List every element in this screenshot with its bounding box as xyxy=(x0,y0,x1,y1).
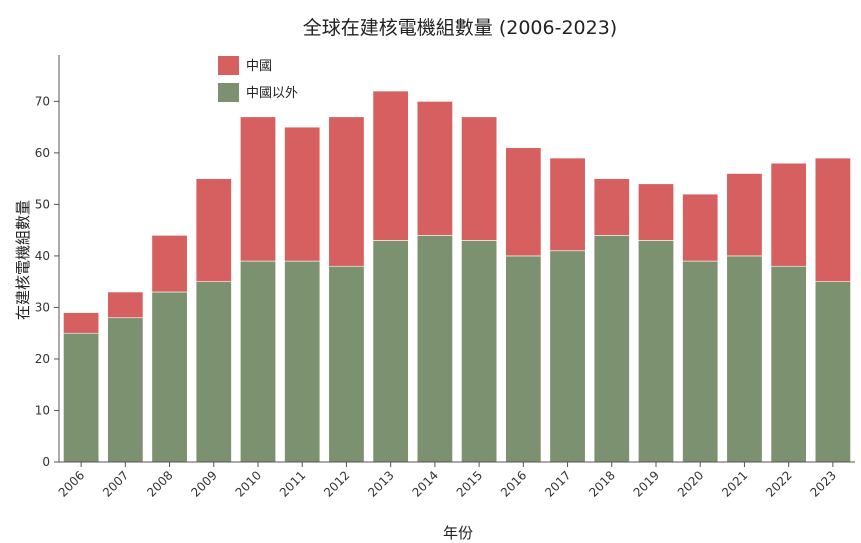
x-tick-label-2007: 2007 xyxy=(100,468,131,499)
bar-outside-china-2021 xyxy=(726,255,763,463)
x-tick-label-2022: 2022 xyxy=(763,468,794,499)
x-tick-label-2015: 2015 xyxy=(454,468,485,499)
bar-china-2019 xyxy=(638,183,674,241)
legend-label-china: 中國 xyxy=(246,59,272,74)
bar-china-2013 xyxy=(372,90,409,241)
bar-outside-china-2016 xyxy=(505,255,542,463)
y-tick-label-50: 50 xyxy=(35,197,50,211)
bar-china-2020 xyxy=(682,193,719,262)
x-tick-label-2020: 2020 xyxy=(675,468,706,499)
bar-outside-china-2017 xyxy=(549,250,586,463)
bar-outside-china-2011 xyxy=(284,260,321,463)
bar-china-2006 xyxy=(63,312,100,334)
bar-outside-china-2019 xyxy=(638,240,674,463)
bar-china-2011 xyxy=(284,126,321,262)
x-tick-label-2017: 2017 xyxy=(542,468,573,499)
x-tick-label-2012: 2012 xyxy=(321,468,352,499)
x-axis-title: 年份 xyxy=(443,524,473,542)
bar-outside-china-2013 xyxy=(372,240,409,463)
bar-china-2008 xyxy=(151,235,188,293)
bar-china-2022 xyxy=(770,162,807,267)
x-tick-label-2013: 2013 xyxy=(365,468,396,499)
bar-china-2021 xyxy=(726,173,763,257)
x-tick-label-2011: 2011 xyxy=(277,468,308,499)
y-tick-label-10: 10 xyxy=(35,403,50,417)
x-tick-label-2006: 2006 xyxy=(56,468,87,499)
y-tick-label-20: 20 xyxy=(35,352,50,366)
bar-china-2023 xyxy=(814,157,851,282)
bar-outside-china-2006 xyxy=(63,332,100,463)
bar-china-2014 xyxy=(416,101,453,236)
x-tick-label-2014: 2014 xyxy=(410,468,441,499)
bar-china-2012 xyxy=(328,116,365,267)
bar-outside-china-2012 xyxy=(328,265,365,463)
chart-title: 全球在建核電機組數量 (2006-2023) xyxy=(302,17,618,39)
legend-swatch-outside-china xyxy=(218,83,239,102)
x-tick-label-2010: 2010 xyxy=(233,468,264,499)
bar-outside-china-2023 xyxy=(814,281,851,463)
bar-china-2009 xyxy=(195,178,232,282)
x-tick-label-2016: 2016 xyxy=(498,468,529,499)
y-tick-label-70: 70 xyxy=(35,94,50,108)
bar-china-2018 xyxy=(593,178,630,236)
bar-outside-china-2008 xyxy=(151,291,188,463)
bar-china-2015 xyxy=(461,116,498,241)
bar-outside-china-2020 xyxy=(682,260,719,463)
bar-outside-china-2010 xyxy=(240,260,276,463)
bar-outside-china-2014 xyxy=(416,235,453,463)
y-tick-label-30: 30 xyxy=(35,300,50,314)
bar-outside-china-2009 xyxy=(195,281,232,463)
y-tick-label-60: 60 xyxy=(35,146,50,160)
x-tick-label-2008: 2008 xyxy=(144,468,175,499)
x-tick-label-2009: 2009 xyxy=(188,468,219,499)
bar-china-2016 xyxy=(505,147,542,257)
x-tick-label-2018: 2018 xyxy=(586,468,617,499)
bar-china-2007 xyxy=(107,291,144,319)
bar-outside-china-2022 xyxy=(770,265,807,463)
bar-china-2010 xyxy=(240,116,276,262)
y-tick-label-40: 40 xyxy=(35,249,50,263)
bar-outside-china-2018 xyxy=(593,235,630,463)
legend-label-outside-china: 中國以外 xyxy=(246,86,298,101)
bar-outside-china-2007 xyxy=(107,317,144,463)
x-tick-label-2023: 2023 xyxy=(808,468,839,499)
y-tick-label-0: 0 xyxy=(42,455,50,469)
x-tick-label-2019: 2019 xyxy=(631,468,662,499)
bar-outside-china-2015 xyxy=(461,240,498,463)
bars-layer xyxy=(63,90,851,463)
legend-swatch-china xyxy=(218,56,239,75)
x-tick-label-2021: 2021 xyxy=(719,468,750,499)
y-axis-title: 在建核電機組數量 xyxy=(14,200,32,320)
bar-china-2017 xyxy=(549,157,586,252)
